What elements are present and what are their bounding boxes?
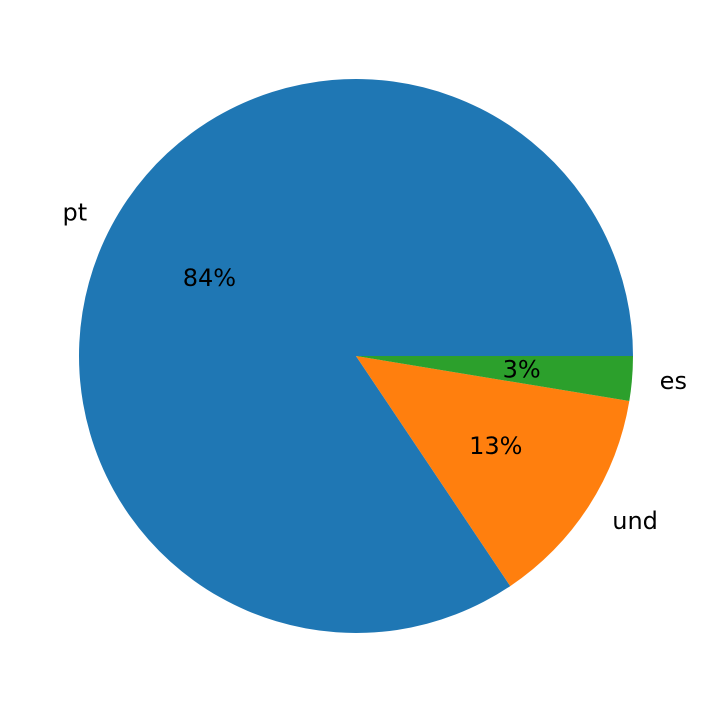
slice-label-und: und bbox=[612, 507, 658, 535]
slice-label-pt: pt bbox=[63, 199, 88, 227]
slice-pct-label-es: 3% bbox=[503, 356, 541, 384]
pie-slice-und bbox=[356, 356, 630, 587]
slice-pct-label-pt: 84% bbox=[183, 264, 236, 292]
slice-label-es: es bbox=[660, 367, 687, 395]
pie-slice-pt bbox=[78, 79, 633, 634]
slice-pct-label-und: 13% bbox=[469, 432, 522, 460]
pie-slice-es bbox=[356, 356, 633, 402]
